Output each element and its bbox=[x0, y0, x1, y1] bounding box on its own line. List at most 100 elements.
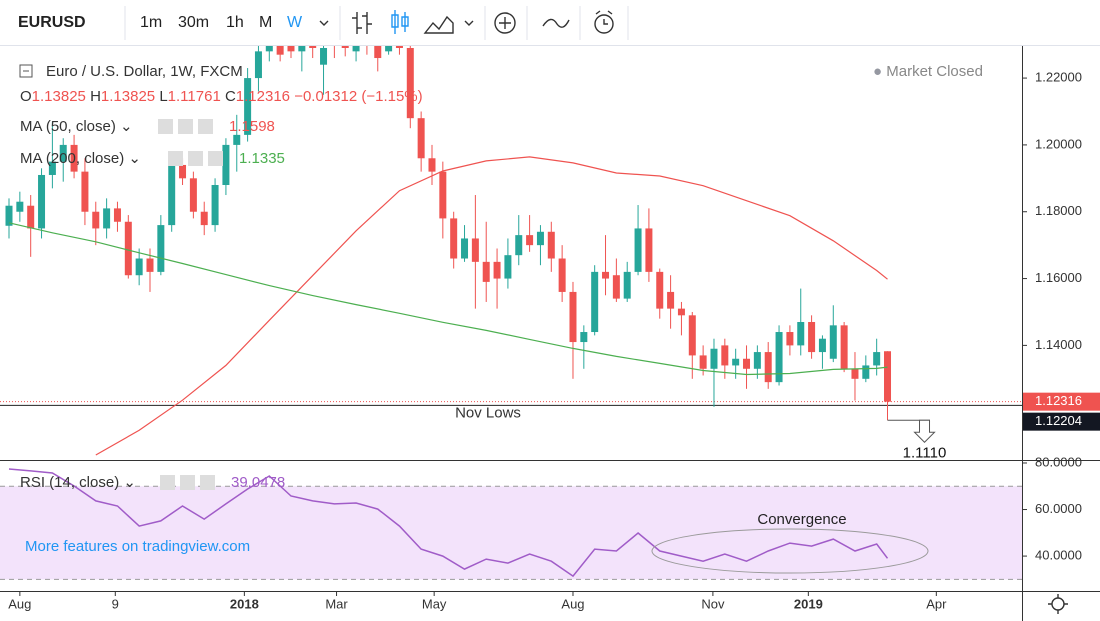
price-tag-label: 1.12204 bbox=[1035, 413, 1082, 428]
ohlc-value: 1.12316 bbox=[236, 88, 290, 105]
remove-button[interactable] bbox=[198, 119, 213, 134]
candle-body bbox=[124, 221, 132, 276]
candle-body bbox=[743, 358, 751, 369]
settings-button[interactable] bbox=[178, 119, 193, 134]
ma-value: 1.1335 bbox=[239, 150, 285, 167]
candle-body bbox=[699, 355, 707, 369]
moving-average-line bbox=[95, 156, 888, 456]
symbol[interactable]: EURUSD bbox=[18, 14, 86, 31]
candle-body bbox=[276, 46, 284, 55]
rsi-menu[interactable]: ⌄ bbox=[123, 474, 136, 491]
price-tag bbox=[1023, 412, 1100, 431]
candle-body bbox=[558, 258, 566, 292]
candle-body bbox=[471, 238, 479, 262]
candle-body bbox=[92, 211, 100, 229]
eye-button[interactable] bbox=[160, 475, 175, 490]
candle-body bbox=[287, 46, 295, 52]
candle-body bbox=[200, 211, 208, 226]
candle-body bbox=[5, 205, 13, 226]
candle-body bbox=[233, 134, 241, 145]
x-tick-label: Apr bbox=[926, 596, 947, 611]
candle-body bbox=[135, 258, 143, 276]
candle-body bbox=[569, 291, 577, 343]
eye-button[interactable] bbox=[158, 119, 173, 134]
ohlc-key: O bbox=[20, 88, 32, 105]
candle-body bbox=[309, 46, 317, 49]
interval[interactable]: 1h bbox=[226, 14, 244, 31]
candle-body bbox=[428, 158, 436, 172]
area-icon[interactable] bbox=[423, 15, 454, 34]
candle-body bbox=[320, 48, 328, 65]
candle-body bbox=[157, 225, 165, 272]
rsi-value: 39.0478 bbox=[231, 474, 285, 491]
candle-body bbox=[645, 228, 653, 272]
interval[interactable]: 30m bbox=[178, 14, 209, 31]
remove-button[interactable] bbox=[208, 151, 223, 166]
candle-body bbox=[829, 325, 837, 359]
candle-body bbox=[265, 46, 273, 52]
candle-body bbox=[818, 338, 826, 353]
settings-button[interactable] bbox=[180, 475, 195, 490]
dropdown-icon[interactable] bbox=[464, 20, 474, 26]
ma-menu[interactable]: ⌄ bbox=[120, 118, 133, 135]
candles-icon[interactable] bbox=[391, 10, 409, 34]
candle-body bbox=[515, 235, 523, 256]
candle-body bbox=[48, 161, 56, 175]
rsi-name: RSI (14, close) bbox=[20, 474, 119, 491]
interval-active[interactable]: W bbox=[287, 14, 303, 31]
candle-body bbox=[244, 78, 252, 135]
candle-body bbox=[612, 275, 620, 299]
candle-body bbox=[222, 144, 230, 186]
y-tick-label: 40.0000 bbox=[1035, 548, 1082, 563]
ohlc-key: L bbox=[159, 88, 167, 105]
rsi-background bbox=[0, 485, 1022, 580]
candle-body bbox=[493, 261, 501, 279]
rsi-legend: RSI (14, close) ⌄ bbox=[20, 474, 136, 491]
candle-body bbox=[710, 348, 718, 369]
candle-body bbox=[547, 231, 555, 259]
candle-body bbox=[38, 174, 46, 229]
ohlc-legend: O1.13825 H1.13825 L1.11761 C1.12316 −0.0… bbox=[20, 88, 423, 105]
ma-menu[interactable]: ⌄ bbox=[128, 150, 141, 167]
interval[interactable]: M bbox=[259, 14, 272, 31]
x-tick-label: Mar bbox=[325, 596, 348, 611]
ma-legend: MA (200, close) ⌄ bbox=[20, 150, 141, 167]
candle-body bbox=[179, 164, 187, 179]
alert-icon[interactable] bbox=[594, 14, 614, 34]
collapse-icon[interactable] bbox=[19, 64, 33, 78]
x-tick-label: Aug bbox=[561, 596, 584, 611]
candle-body bbox=[103, 208, 111, 229]
settings-button[interactable] bbox=[188, 151, 203, 166]
candle-body bbox=[385, 46, 393, 52]
candle-body bbox=[450, 218, 458, 259]
interval[interactable]: 1m bbox=[140, 14, 162, 31]
x-tick-label: May bbox=[422, 596, 447, 611]
target-arrow bbox=[913, 419, 936, 443]
rsi-pane bbox=[8, 468, 889, 578]
candle-body bbox=[27, 205, 35, 229]
indicator-icon[interactable] bbox=[542, 18, 570, 28]
ma-name: MA (50, close) bbox=[20, 118, 116, 135]
candle-body bbox=[786, 332, 794, 346]
level-name: Nov Lows bbox=[455, 404, 521, 421]
candle-body bbox=[840, 325, 848, 369]
eye-button[interactable] bbox=[168, 151, 183, 166]
bars-icon[interactable] bbox=[352, 12, 372, 34]
remove-button[interactable] bbox=[200, 475, 215, 490]
add-icon bbox=[499, 17, 511, 29]
y-tick-label: 1.22000 bbox=[1035, 70, 1082, 85]
candle-body bbox=[688, 315, 696, 356]
candle-body bbox=[764, 352, 772, 383]
y-tick-label: 1.20000 bbox=[1035, 136, 1082, 151]
candle-body bbox=[873, 352, 881, 366]
dropdown-icon[interactable] bbox=[319, 20, 329, 26]
settings-icon[interactable] bbox=[1048, 594, 1068, 614]
ohlc-value: 1.13825 bbox=[32, 88, 86, 105]
alert-icon bbox=[595, 10, 613, 25]
candle-body bbox=[374, 46, 382, 59]
candle-body bbox=[602, 271, 610, 279]
y-tick-label: 1.14000 bbox=[1035, 337, 1082, 352]
add-icon[interactable] bbox=[494, 12, 516, 34]
promo-link[interactable]: More features on tradingview.com bbox=[25, 538, 250, 555]
